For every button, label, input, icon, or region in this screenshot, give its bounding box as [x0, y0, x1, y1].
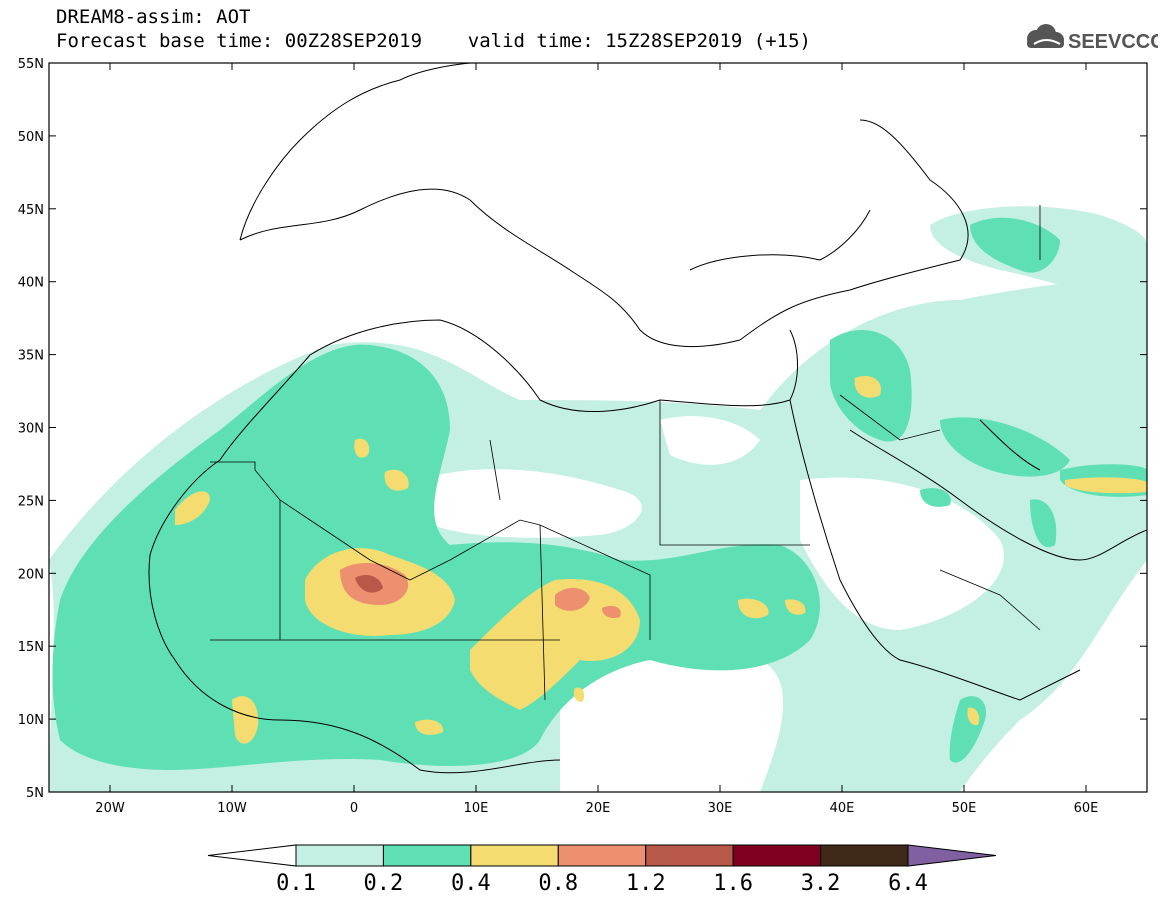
colorbar-swatch — [820, 844, 909, 867]
lon-label: 30E — [708, 801, 733, 816]
lon-label: 20W — [95, 801, 125, 816]
colorbar-label: 0.2 — [363, 871, 404, 896]
seevccc-logo: SEEVCCC — [1027, 24, 1158, 53]
lat-label: 50N — [18, 130, 44, 145]
aot-field — [49, 63, 1147, 792]
axis-ticks — [49, 62, 1147, 793]
lon-label: 50E — [952, 801, 977, 816]
colorbar — [207, 844, 997, 867]
lat-label: 10N — [18, 713, 44, 728]
lat-label: 40N — [18, 276, 44, 291]
colorbar-label: 0.1 — [276, 871, 316, 896]
lat-label: 45N — [18, 203, 44, 218]
colorbar-swatch — [470, 844, 559, 867]
lat-label: 35N — [18, 349, 44, 364]
lon-label: 10W — [217, 801, 247, 816]
lat-label: 20N — [18, 567, 44, 582]
latitude-labels: 55N 50N 45N 40N 35N 30N 25N 20N 15N 10N 5N — [18, 57, 44, 801]
colorbar-swatch — [295, 844, 384, 867]
colorbar-label: 3.2 — [800, 871, 841, 896]
lat-label: 55N — [18, 57, 44, 72]
colorbar-under-triangle — [207, 844, 297, 867]
colorbar-label: 0.8 — [538, 871, 579, 896]
lon-label: 20E — [586, 801, 611, 816]
colorbar-over-triangle — [907, 844, 997, 867]
map-title: DREAM8-assim: AOT — [56, 6, 251, 28]
colorbar-swatch — [645, 844, 734, 867]
lat-label: 5N — [26, 786, 44, 801]
colorbar-label: 0.4 — [450, 871, 491, 896]
colorbar-swatch — [732, 844, 822, 867]
coastlines — [148, 63, 1147, 774]
lat-label: 25N — [18, 494, 44, 509]
lon-label: 10E — [464, 801, 489, 816]
lat-label: 30N — [18, 422, 44, 437]
cloud-icon — [1027, 24, 1064, 48]
lat-label: 15N — [18, 640, 44, 655]
lon-label: 60E — [1074, 801, 1099, 816]
aot-clear-areas — [49, 416, 1004, 792]
aot-band-0.2-0.4 — [52, 217, 1147, 770]
colorbar-swatch — [557, 844, 647, 867]
aot-band-1.2-1.6 — [355, 575, 383, 593]
country-borders — [210, 205, 1041, 701]
lon-label: 0 — [350, 801, 358, 816]
forecast-time-line: Forecast base time: 00Z28SEP2019 valid t… — [56, 30, 811, 52]
colorbar-label: 6.4 — [888, 871, 928, 896]
longitude-labels: 20W 10W 0 10E 20E 30E 40E 50E 60E — [95, 801, 1098, 816]
colorbar-label: 1.2 — [625, 871, 666, 896]
logo-text: SEEVCCC — [1068, 31, 1158, 53]
colorbar-swatch — [382, 844, 472, 867]
lon-label: 40E — [830, 801, 855, 816]
colorbar-label: 1.6 — [713, 871, 754, 896]
